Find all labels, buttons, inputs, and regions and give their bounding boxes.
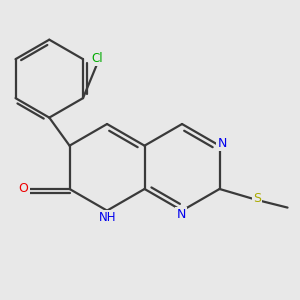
Text: N: N <box>218 137 227 150</box>
Text: S: S <box>253 192 261 206</box>
Text: Cl: Cl <box>92 52 103 64</box>
Text: O: O <box>19 182 28 196</box>
Text: NH: NH <box>99 211 117 224</box>
Text: N: N <box>176 208 186 220</box>
